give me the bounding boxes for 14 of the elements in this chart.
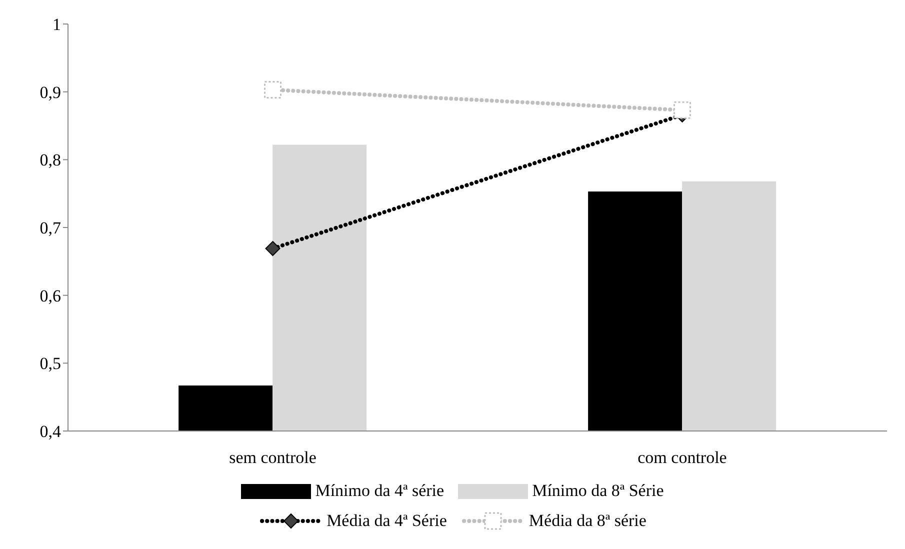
y-tick-label: 0,7	[40, 218, 62, 238]
y-tick-label: 1	[52, 15, 61, 34]
legend-label: Média da 4ª Série	[326, 511, 447, 531]
x-tick-label: com controle	[638, 448, 727, 468]
legend-label: Mínimo da 8ª Série	[532, 481, 664, 501]
legend-label: Média da 8ª série	[528, 511, 646, 531]
y-tick-label: 0,6	[40, 286, 61, 306]
point	[265, 241, 280, 256]
x-tick-label: sem controle	[229, 448, 316, 468]
y-tick-label: 0,4	[40, 422, 62, 442]
legend-label: Mínimo da 4ª série	[315, 481, 444, 501]
y-tick-label: 0,5	[40, 354, 61, 374]
y-tick-label: 0,8	[40, 150, 61, 170]
y-tick-label: 0,9	[40, 82, 61, 102]
